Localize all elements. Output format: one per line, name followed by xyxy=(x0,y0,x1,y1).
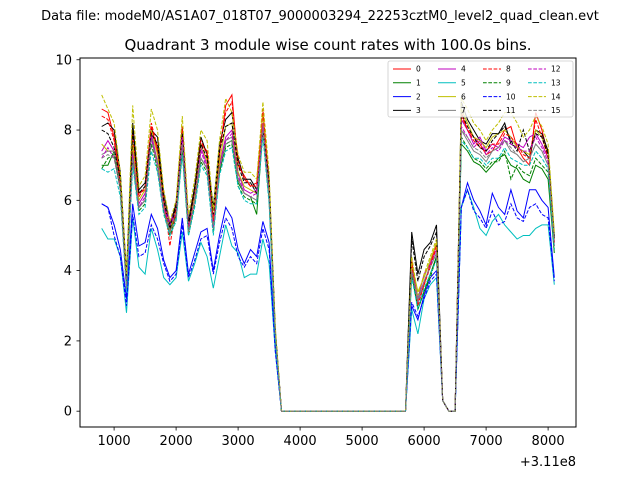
legend-label-12: 12 xyxy=(551,65,561,74)
legend-label-10: 10 xyxy=(506,92,516,101)
legend-label-8: 8 xyxy=(506,65,511,74)
plot-lines xyxy=(101,93,555,412)
y-tick-label: 6 xyxy=(64,194,72,209)
legend-label-4: 4 xyxy=(461,65,466,74)
legend-label-13: 13 xyxy=(551,79,561,88)
x-tick-label: 3000 xyxy=(222,434,255,449)
x-axis: 1000 2000 3000 4000 5000 6000 7000 8000 xyxy=(98,427,565,449)
chart-title: Quadrant 3 module wise count rates with … xyxy=(124,36,531,54)
legend-label-14: 14 xyxy=(551,92,561,101)
series-line-5 xyxy=(101,188,555,412)
series-line-15 xyxy=(101,128,555,412)
y-tick-label: 4 xyxy=(64,264,72,279)
legend-frame xyxy=(387,60,574,118)
y-axis: 0 2 4 6 8 10 xyxy=(55,53,80,420)
figure-suptitle: Data file: modeM0/AS1A07_018T07_90000032… xyxy=(41,9,599,24)
x-tick-label: 5000 xyxy=(346,434,379,449)
x-offset-label: +3.11e8 xyxy=(520,455,576,470)
x-tick-label: 7000 xyxy=(470,434,503,449)
legend-label-7: 7 xyxy=(461,106,466,115)
y-tick-label: 0 xyxy=(64,405,72,420)
series-line-10 xyxy=(101,188,555,412)
y-tick-label: 8 xyxy=(64,124,72,139)
legend-label-5: 5 xyxy=(461,79,466,88)
legend-label-3: 3 xyxy=(416,106,421,115)
x-tick-label: 2000 xyxy=(160,434,193,449)
legend-label-2: 2 xyxy=(416,92,421,101)
legend-label-15: 15 xyxy=(551,106,561,115)
x-tick-label: 6000 xyxy=(408,434,441,449)
x-tick-label: 4000 xyxy=(284,434,317,449)
x-tick-label: 8000 xyxy=(532,434,565,449)
legend-label-11: 11 xyxy=(506,106,516,115)
legend-label-1: 1 xyxy=(416,79,421,88)
series-line-14 xyxy=(101,94,555,412)
legend-label-6: 6 xyxy=(461,92,466,101)
legend-label-0: 0 xyxy=(416,65,421,74)
y-tick-label: 2 xyxy=(64,334,72,349)
x-tick-label: 1000 xyxy=(98,434,131,449)
axes-frame xyxy=(79,57,577,428)
legend-label-9: 9 xyxy=(506,79,511,88)
y-tick-label: 10 xyxy=(55,53,72,68)
